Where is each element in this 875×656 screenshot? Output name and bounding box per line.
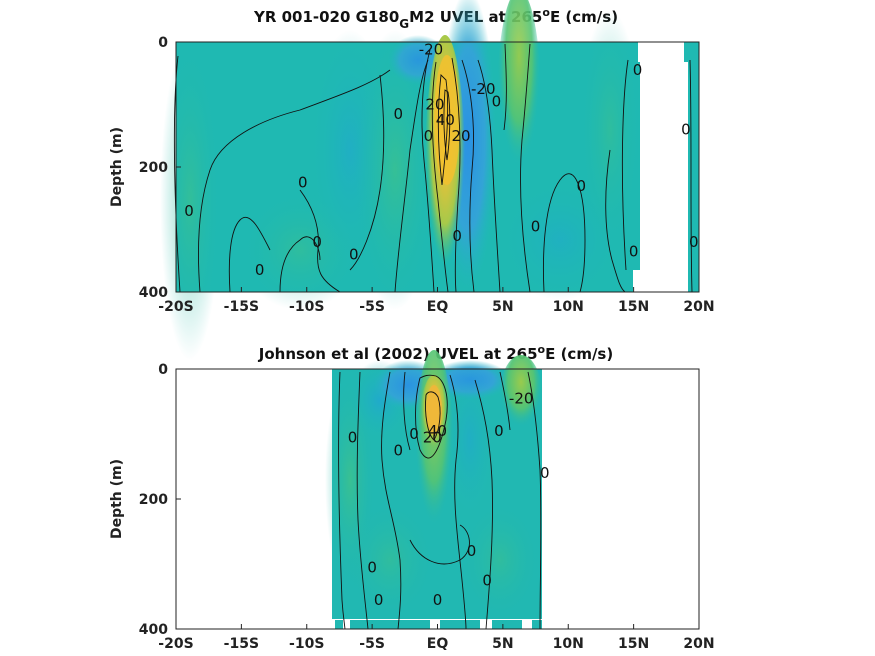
upper-contour-label: 20 <box>451 127 470 145</box>
upper-contours <box>173 43 693 293</box>
upper-panel: YR 001-020 G180GM2 UVEL at 265oE (cm/s) <box>109 0 715 360</box>
upper-contour-label: 40 <box>436 111 455 129</box>
lower-xtick-label: -15S <box>224 636 259 652</box>
lower-xtick-label: 5N <box>492 636 513 652</box>
lower-contour-label: 0 <box>348 428 358 446</box>
upper-field <box>160 0 699 360</box>
upper-ytick-label: 200 <box>139 160 168 176</box>
lower-ytick-label: 0 <box>158 362 168 378</box>
lower-contour-label: 0 <box>394 441 404 459</box>
lower-xticks: -20S -15S -10S -5S EQ 5N 10N 15N 20N <box>158 624 715 652</box>
lower-xtick-label: 20N <box>683 636 714 652</box>
lower-contour-label: 0 <box>540 464 550 482</box>
upper-xtick-label: -20S <box>158 299 193 315</box>
upper-xtick-label: 5N <box>492 299 513 315</box>
lower-contour-label: 0 <box>494 422 504 440</box>
upper-contour-label: 0 <box>689 233 699 251</box>
lower-contour-label: 20 <box>423 428 442 446</box>
lower-xtick-label: 15N <box>618 636 649 652</box>
upper-contour-label: 0 <box>255 261 265 279</box>
upper-xtick-label: -10S <box>289 299 324 315</box>
upper-contour-label: 0 <box>629 242 639 260</box>
lower-xtick-label: -10S <box>289 636 324 652</box>
lower-yticks: 0 200 400 <box>139 362 181 638</box>
upper-ytick-label: 400 <box>139 285 168 301</box>
upper-xtick-label: -15S <box>224 299 259 315</box>
lower-field <box>325 350 543 629</box>
upper-contour-label: 0 <box>424 127 434 145</box>
upper-contour-label: 0 <box>531 217 541 235</box>
lower-contour-label: -20 <box>509 389 534 407</box>
upper-contour-label: 0 <box>492 92 502 110</box>
lower-contours <box>338 371 542 630</box>
upper-xtick-label: EQ <box>427 299 449 315</box>
lower-xtick-label: EQ <box>427 636 449 652</box>
lower-contour-label: 0 <box>374 591 384 609</box>
lower-contour-label: 0 <box>409 425 419 443</box>
upper-contour-label: 0 <box>633 61 643 79</box>
lower-xtick-label: 10N <box>553 636 584 652</box>
upper-contour-label: -20 <box>471 80 496 98</box>
lower-ytick-label: 400 <box>139 622 168 638</box>
lower-contour-label: 0 <box>467 542 477 560</box>
upper-contour-label: 0 <box>349 246 359 264</box>
upper-contour-label: 0 <box>298 174 308 192</box>
upper-contour-label: 0 <box>577 177 587 195</box>
upper-xticks: -20S -15S -10S -5S EQ 5N 10N 15N 20N <box>158 287 715 315</box>
upper-contour-label: 0 <box>394 105 404 123</box>
lower-ylabel: Depth (m) <box>109 459 125 539</box>
lower-contour-label: 40 <box>428 422 447 440</box>
lower-contour-label: 0 <box>367 558 377 576</box>
upper-yticks: 0 200 400 <box>139 35 181 301</box>
upper-contour-label: 0 <box>184 202 194 220</box>
lower-xtick-label: -20S <box>158 636 193 652</box>
upper-xtick-label: 20N <box>683 299 714 315</box>
upper-ylabel: Depth (m) <box>109 127 125 207</box>
lower-contour-label: 0 <box>482 571 492 589</box>
lower-xtick-label: -5S <box>359 636 385 652</box>
upper-contour-label: 20 <box>425 96 444 114</box>
lower-ytick-label: 200 <box>139 492 168 508</box>
upper-contour-label: 0 <box>312 233 322 251</box>
upper-contour-label: -20 <box>419 41 444 59</box>
lower-panel: Johnson et al (2002) UVEL at 265oE (cm/s… <box>109 343 715 652</box>
upper-title: YR 001-020 G180GM2 UVEL at 265oE (cm/s) <box>253 6 618 31</box>
upper-xtick-label: 10N <box>553 299 584 315</box>
upper-xtick-label: -5S <box>359 299 385 315</box>
upper-ytick-label: 0 <box>158 35 168 51</box>
upper-contour-label: 0 <box>452 227 462 245</box>
upper-xtick-label: 15N <box>618 299 649 315</box>
upper-contour-label: 0 <box>681 121 691 139</box>
lower-title: Johnson et al (2002) UVEL at 265oE (cm/s… <box>258 343 613 363</box>
lower-contour-label: 0 <box>433 591 443 609</box>
